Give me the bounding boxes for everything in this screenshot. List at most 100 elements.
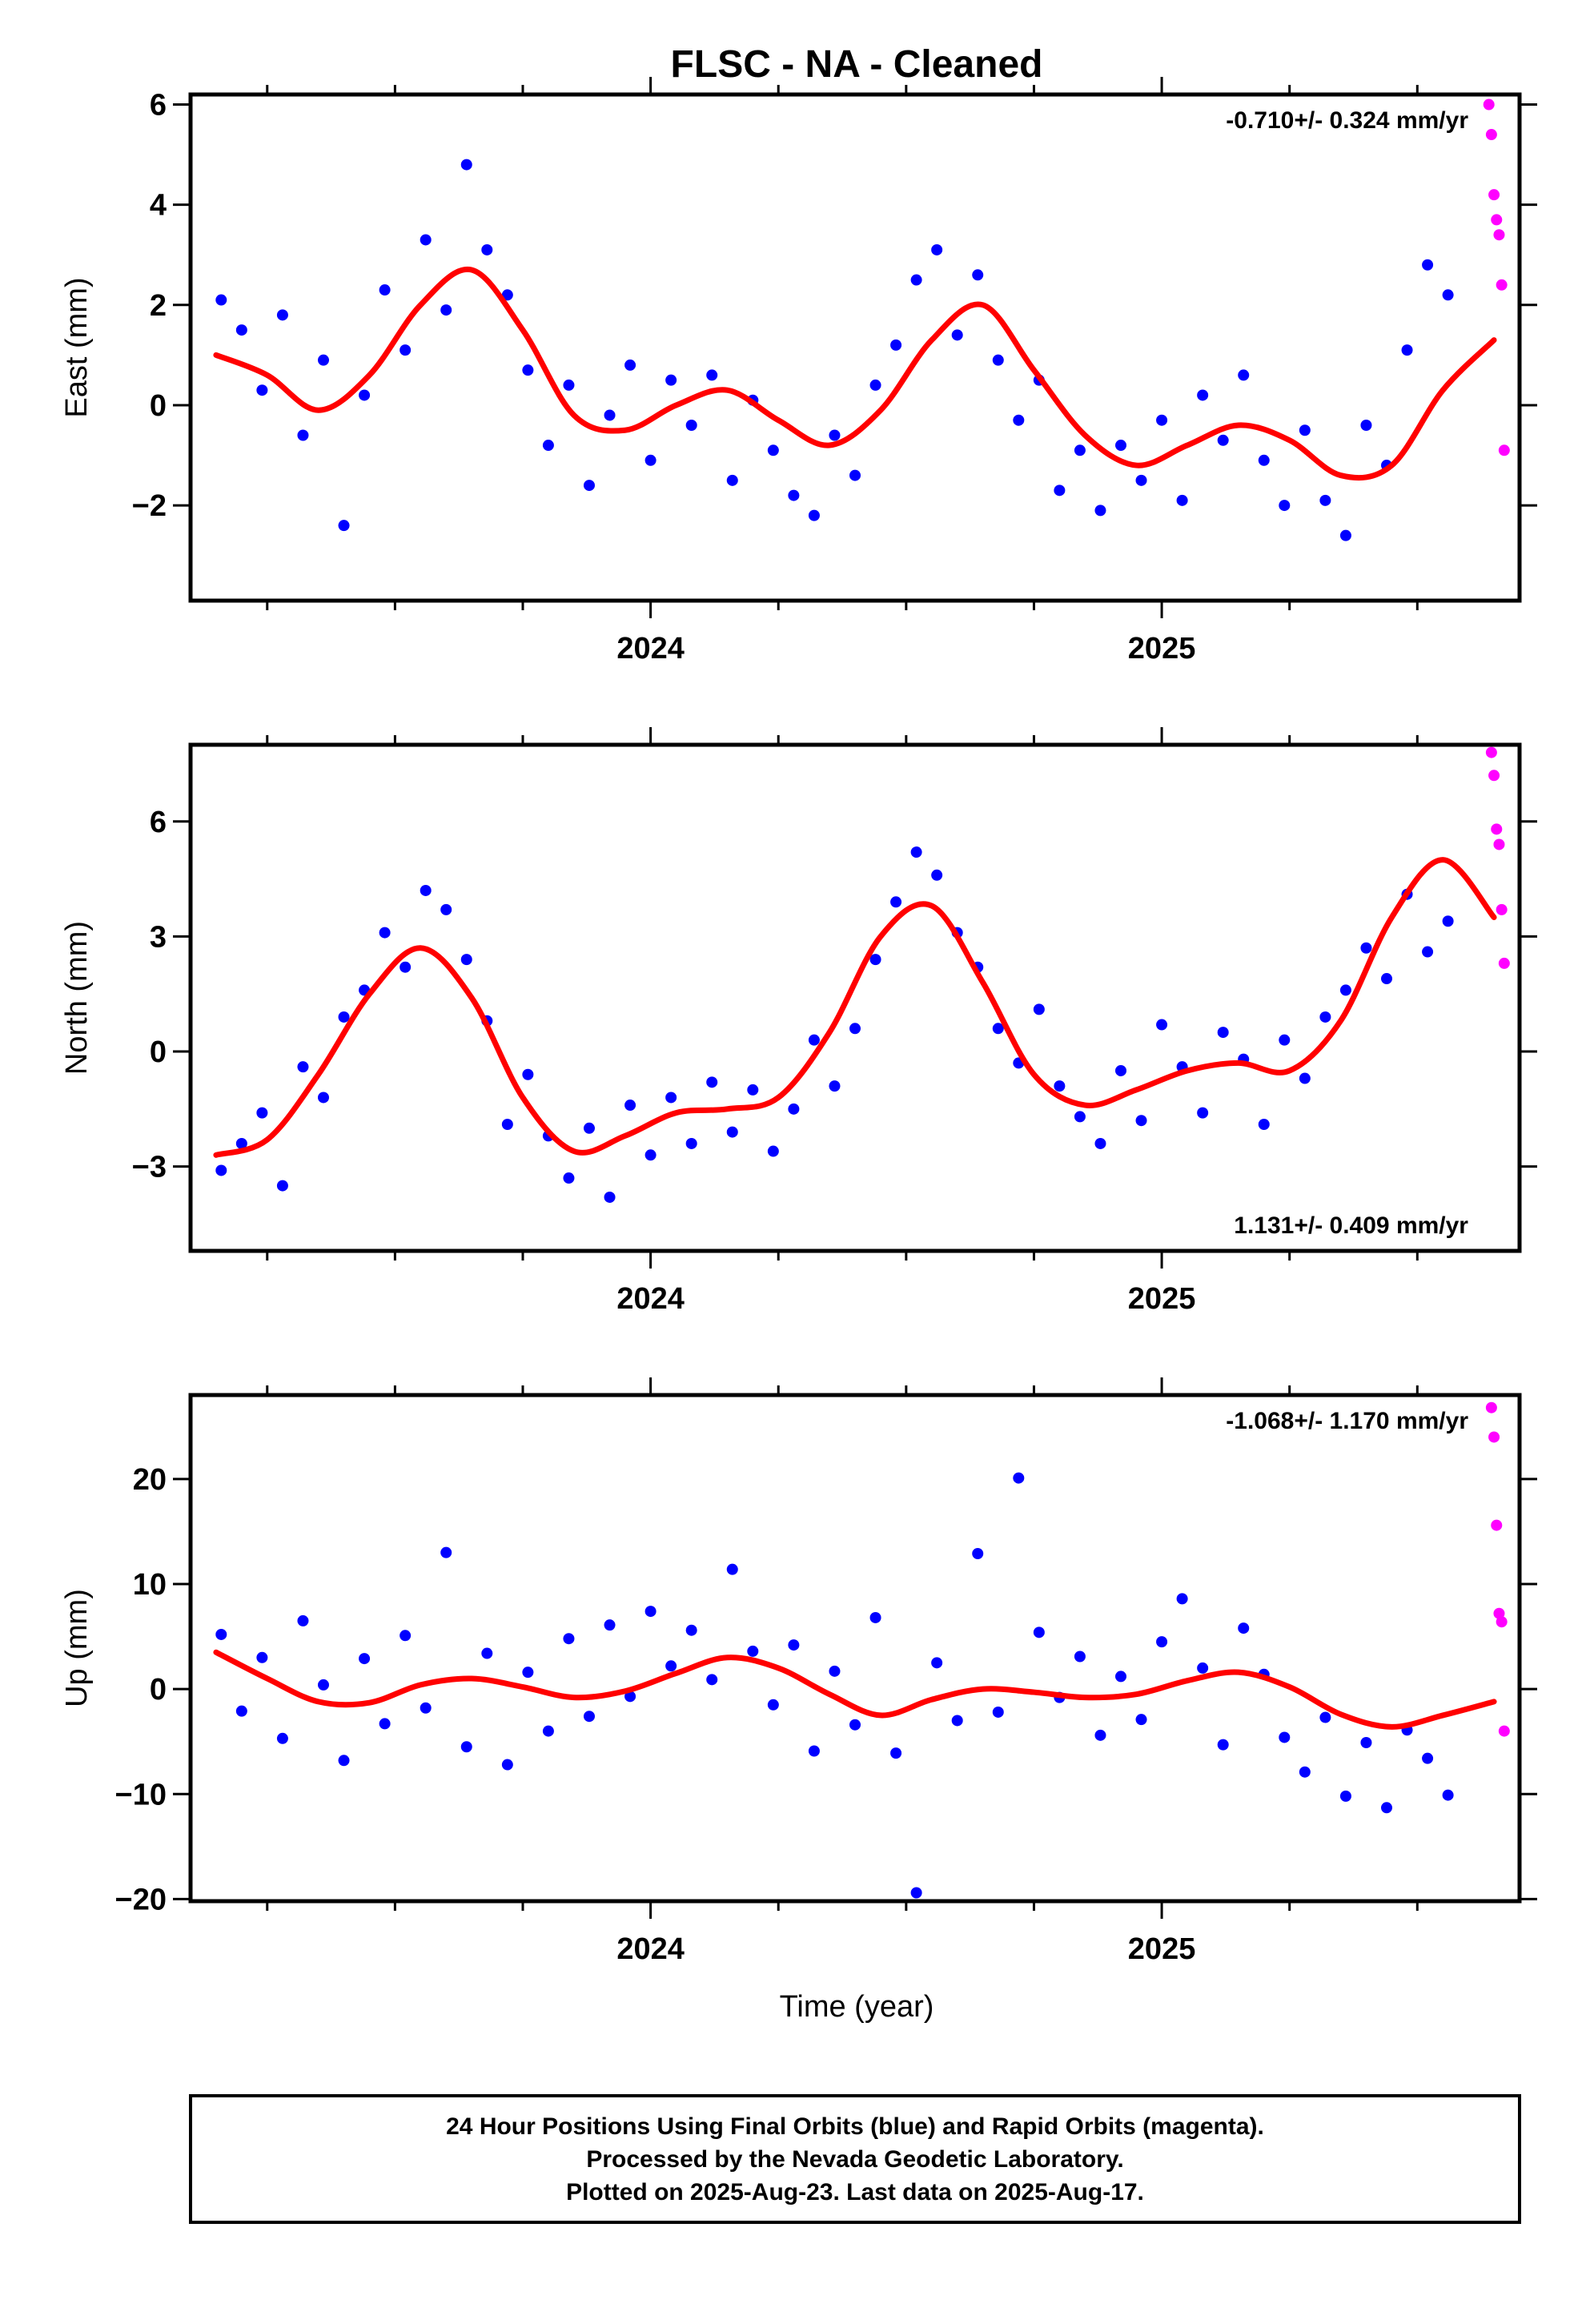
east-final-orbit-point [604, 409, 616, 421]
east-final-orbit-point [644, 454, 656, 466]
north-final-orbit-point [1360, 942, 1372, 954]
up-final-orbit-point [747, 1645, 759, 1657]
up-rapid-orbit-point [1498, 1725, 1510, 1737]
north-final-orbit-point [420, 884, 432, 896]
north-panel: 2024 2025 −3 0 3 6 North (mm) 1.131+/- 0.409 mm… [60, 727, 1537, 1316]
east-rapid-orbit-point [1496, 279, 1508, 291]
north-final-orbit-point [297, 1061, 309, 1073]
up-y-tick-label: 0 [150, 1673, 167, 1707]
up-y-axis-label: Up (mm) [60, 1589, 94, 1707]
up-final-orbit-point [359, 1653, 371, 1665]
up-final-orbit-point [440, 1546, 452, 1558]
east-final-orbit-point [440, 304, 452, 316]
east-final-orbit-point [542, 440, 554, 452]
north-model-fit-curve [213, 857, 1497, 1158]
north-final-orbit-point [276, 1180, 288, 1192]
north-final-orbit-point [584, 1122, 595, 1134]
north-final-orbit-point [256, 1107, 268, 1119]
up-final-orbit-point [542, 1725, 554, 1737]
east-x-tick-label: 2024 [616, 632, 685, 665]
north-velocity-label: 1.131+/- 0.409 mm/yr [1234, 1212, 1468, 1239]
up-final-orbit-point [400, 1630, 412, 1642]
east-final-orbit-point [1299, 424, 1311, 436]
up-final-orbit-point [481, 1647, 493, 1659]
up-final-orbit-point [706, 1674, 718, 1686]
east-final-orbit-point [276, 309, 288, 321]
north-rapid-orbit-point [1488, 770, 1500, 782]
east-x-tick-label: 2025 [1128, 632, 1196, 665]
east-final-orbit-point [910, 274, 922, 286]
east-final-orbit-point [460, 159, 472, 171]
east-y-tick-label: −2 [132, 489, 167, 523]
north-final-orbit-point [992, 1023, 1004, 1035]
up-final-orbit-point [604, 1619, 616, 1631]
east-final-orbit-point [788, 489, 800, 501]
north-final-orbit-point [624, 1100, 636, 1112]
up-final-orbit-point [1135, 1714, 1147, 1726]
up-final-orbit-point [972, 1547, 984, 1559]
east-final-orbit-point [338, 520, 350, 532]
north-final-orbit-point [1033, 1003, 1045, 1015]
up-panel: 2024 2025 −20 −10 0 10 20 Up (mm) -1.068+/- 1.17… [60, 1377, 1537, 1966]
east-rapid-orbit-point [1485, 129, 1497, 141]
east-final-orbit-point [726, 474, 738, 486]
up-final-orbit-point [1360, 1737, 1372, 1749]
north-final-orbit-point [1217, 1027, 1229, 1039]
east-final-orbit-point [706, 369, 718, 381]
north-final-orbit-point [1054, 1080, 1066, 1092]
up-final-orbit-point [1115, 1671, 1126, 1683]
up-final-orbit-point [420, 1702, 432, 1714]
east-rapid-orbit-point [1488, 189, 1500, 201]
up-final-orbit-point [563, 1633, 575, 1645]
east-final-orbit-point [931, 243, 943, 255]
east-final-orbit-point [1442, 289, 1454, 301]
north-final-orbit-point [808, 1034, 820, 1046]
up-final-orbit-point [665, 1660, 677, 1672]
north-final-orbit-point [1381, 973, 1392, 985]
east-final-orbit-point [400, 344, 412, 356]
east-final-orbit-point [890, 339, 902, 351]
north-final-orbit-point [890, 896, 902, 908]
up-rapid-orbit-point [1485, 1401, 1497, 1413]
up-y-tick-label: −10 [115, 1778, 167, 1811]
up-final-orbit-point [276, 1732, 288, 1744]
east-final-orbit-point [297, 429, 309, 441]
figure-title: FLSC - NA - Cleaned [671, 43, 1043, 86]
north-rapid-orbit-point [1493, 838, 1505, 850]
north-final-orbit-point [1279, 1034, 1291, 1046]
up-rapid-orbit-point [1491, 1519, 1503, 1531]
east-final-orbit-point [1217, 434, 1229, 446]
up-final-orbit-point [869, 1611, 881, 1623]
up-final-orbit-point [1217, 1739, 1229, 1751]
north-final-orbit-point [501, 1119, 513, 1130]
north-final-orbit-point [563, 1172, 575, 1184]
east-y-axis-label: East (mm) [60, 277, 94, 417]
up-y-tick-label: −20 [115, 1883, 167, 1916]
up-final-orbit-point [644, 1606, 656, 1618]
up-final-orbit-point [1074, 1651, 1086, 1663]
east-final-orbit-point [215, 294, 227, 306]
east-final-orbit-point [256, 384, 268, 396]
up-final-orbit-point [931, 1657, 943, 1669]
north-final-orbit-point [1074, 1111, 1086, 1123]
up-final-orbit-point [951, 1715, 963, 1727]
up-plot-frame [188, 1393, 1522, 1904]
up-final-orbit-point [788, 1639, 800, 1651]
east-y-tick-label: 6 [150, 89, 167, 123]
east-model-fit-curve [213, 266, 1497, 481]
up-final-orbit-point [1339, 1790, 1351, 1802]
up-final-orbit-point [624, 1691, 636, 1703]
north-final-orbit-point [1299, 1072, 1311, 1084]
north-final-orbit-point [849, 1023, 861, 1035]
up-final-orbit-point [1197, 1662, 1209, 1674]
up-final-orbit-point [235, 1705, 247, 1717]
east-final-orbit-point [1319, 494, 1331, 506]
caption-line-1: 24 Hour Positions Using Final Orbits (bl… [446, 2113, 1264, 2140]
east-final-orbit-point [1013, 414, 1025, 426]
north-final-orbit-point [644, 1149, 656, 1161]
up-final-orbit-point [1299, 1766, 1311, 1778]
east-panel: 2024 2025 −2 0 2 4 6 East (mm) -0.710+/- 0.324 m… [60, 77, 1537, 665]
north-x-tick-label: 2025 [1128, 1282, 1196, 1316]
